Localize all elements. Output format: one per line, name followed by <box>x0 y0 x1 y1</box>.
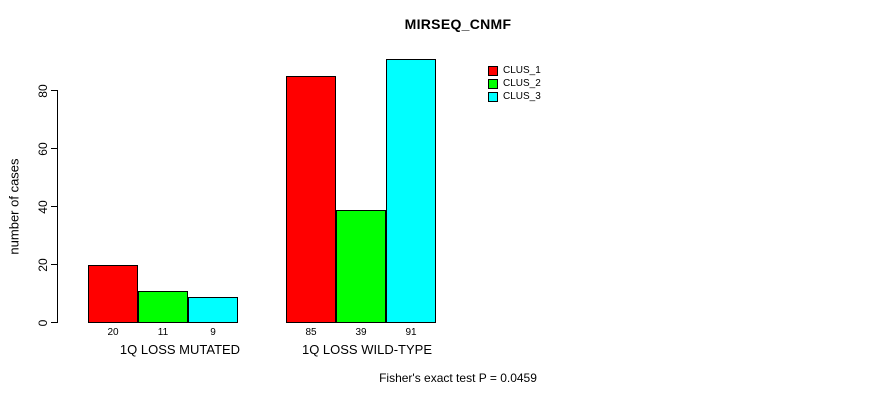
y-axis-tick-mark <box>51 206 57 207</box>
bar-value-label: 91 <box>405 327 417 338</box>
bar-clus_2-group1 <box>336 210 386 323</box>
bar-clus_3-group0 <box>188 297 238 323</box>
x-category-label-wild-type: 1Q LOSS WILD-TYPE <box>301 342 433 357</box>
y-axis-tick-mark <box>51 148 57 149</box>
legend: CLUS_1 CLUS_2 CLUS_3 <box>488 64 541 103</box>
fisher-test-annotation: Fisher's exact test P = 0.0459 <box>379 371 537 385</box>
y-axis-line <box>57 90 58 323</box>
legend-label: CLUS_2 <box>503 78 541 89</box>
y-axis-tick-mark <box>51 90 57 91</box>
legend-label: CLUS_3 <box>503 91 541 102</box>
bar-value-label: 9 <box>210 327 216 338</box>
y-axis-tick-mark <box>51 264 57 265</box>
bar-clus_1-group1 <box>286 76 336 323</box>
y-axis-tick-label: 60 <box>36 142 50 156</box>
legend-swatch-clus_1 <box>488 65 498 76</box>
chart-title: MIRSEQ_CNMF <box>404 16 512 32</box>
bar-clus_2-group0 <box>138 291 188 323</box>
legend-row: CLUS_1 <box>488 64 541 77</box>
y-axis-tick-label: 80 <box>36 84 50 98</box>
y-axis-tick-label: 0 <box>36 319 50 327</box>
x-category-label-mutated: 1Q LOSS MUTATED <box>119 342 241 357</box>
bar-value-label: 85 <box>305 327 317 338</box>
bar-value-label: 39 <box>355 327 367 338</box>
bar-value-label: 11 <box>157 327 169 338</box>
y-axis-label: number of cases <box>6 158 22 255</box>
y-axis-tick-label: 20 <box>36 258 50 272</box>
bar-clus_3-group1 <box>386 59 436 323</box>
legend-row: CLUS_2 <box>488 77 541 90</box>
bar-clus_1-group0 <box>88 265 138 323</box>
legend-row: CLUS_3 <box>488 90 541 103</box>
y-axis-tick-mark <box>51 322 57 323</box>
legend-label: CLUS_1 <box>503 65 541 76</box>
y-axis-tick-label: 40 <box>36 200 50 214</box>
legend-swatch-clus_2 <box>488 78 498 89</box>
bar-value-label: 20 <box>107 327 119 338</box>
legend-swatch-clus_3 <box>488 91 498 102</box>
